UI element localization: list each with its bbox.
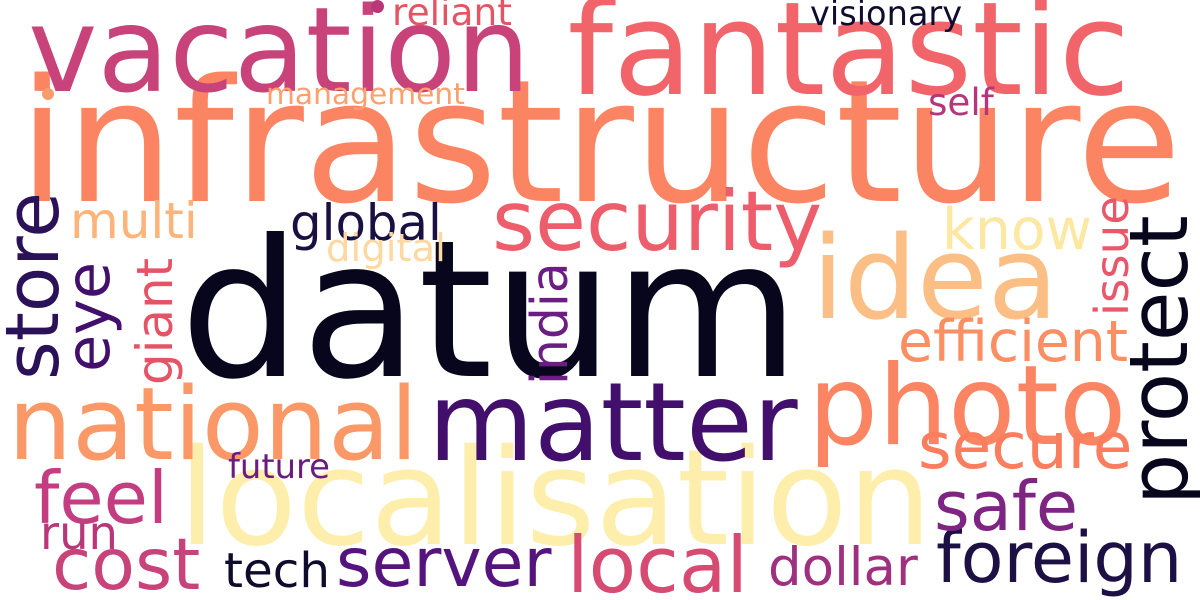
word-fantastic: fantastic	[567, 0, 1131, 125]
word-localisation: localisation	[178, 421, 932, 576]
word-reliant: reliant	[392, 0, 512, 34]
dot-top	[371, 0, 384, 13]
word-giant: giant	[126, 257, 184, 385]
word-visionary: visionary	[810, 0, 963, 33]
word-eye: eye	[54, 261, 124, 372]
word-self: self	[928, 80, 994, 124]
word-issue: issue	[1085, 196, 1140, 316]
word-foreign: foreign	[936, 516, 1183, 599]
word-idea: idea	[812, 211, 1059, 346]
word-national: national	[8, 364, 419, 483]
word-infrastructure: infrastructure	[18, 43, 1182, 242]
word-efficient: efficient	[898, 309, 1129, 375]
word-cost: cost	[52, 523, 201, 600]
word-secure: secure	[918, 408, 1133, 484]
word-know: know	[942, 196, 1093, 263]
dot-left	[42, 88, 54, 100]
word-safe: safe	[934, 466, 1079, 547]
word-matter: matter	[428, 359, 798, 486]
word-security: security	[492, 172, 823, 270]
word-photo: photo	[808, 343, 1127, 471]
word-datum: datum	[180, 198, 800, 421]
word-digital: digital	[326, 225, 446, 271]
word-future: future	[228, 446, 330, 486]
word-india: india	[520, 262, 579, 385]
word-multi: multi	[70, 192, 198, 250]
word-management: management	[266, 77, 465, 112]
word-global: global	[290, 194, 442, 252]
word-run: run	[40, 505, 118, 560]
word-vacation: vacation	[28, 0, 531, 119]
word-feel: feel	[34, 455, 168, 540]
word-local: local	[567, 521, 749, 600]
word-server: server	[336, 524, 552, 600]
word-dollar: dollar	[768, 537, 918, 598]
word-tech: tech	[224, 543, 331, 599]
